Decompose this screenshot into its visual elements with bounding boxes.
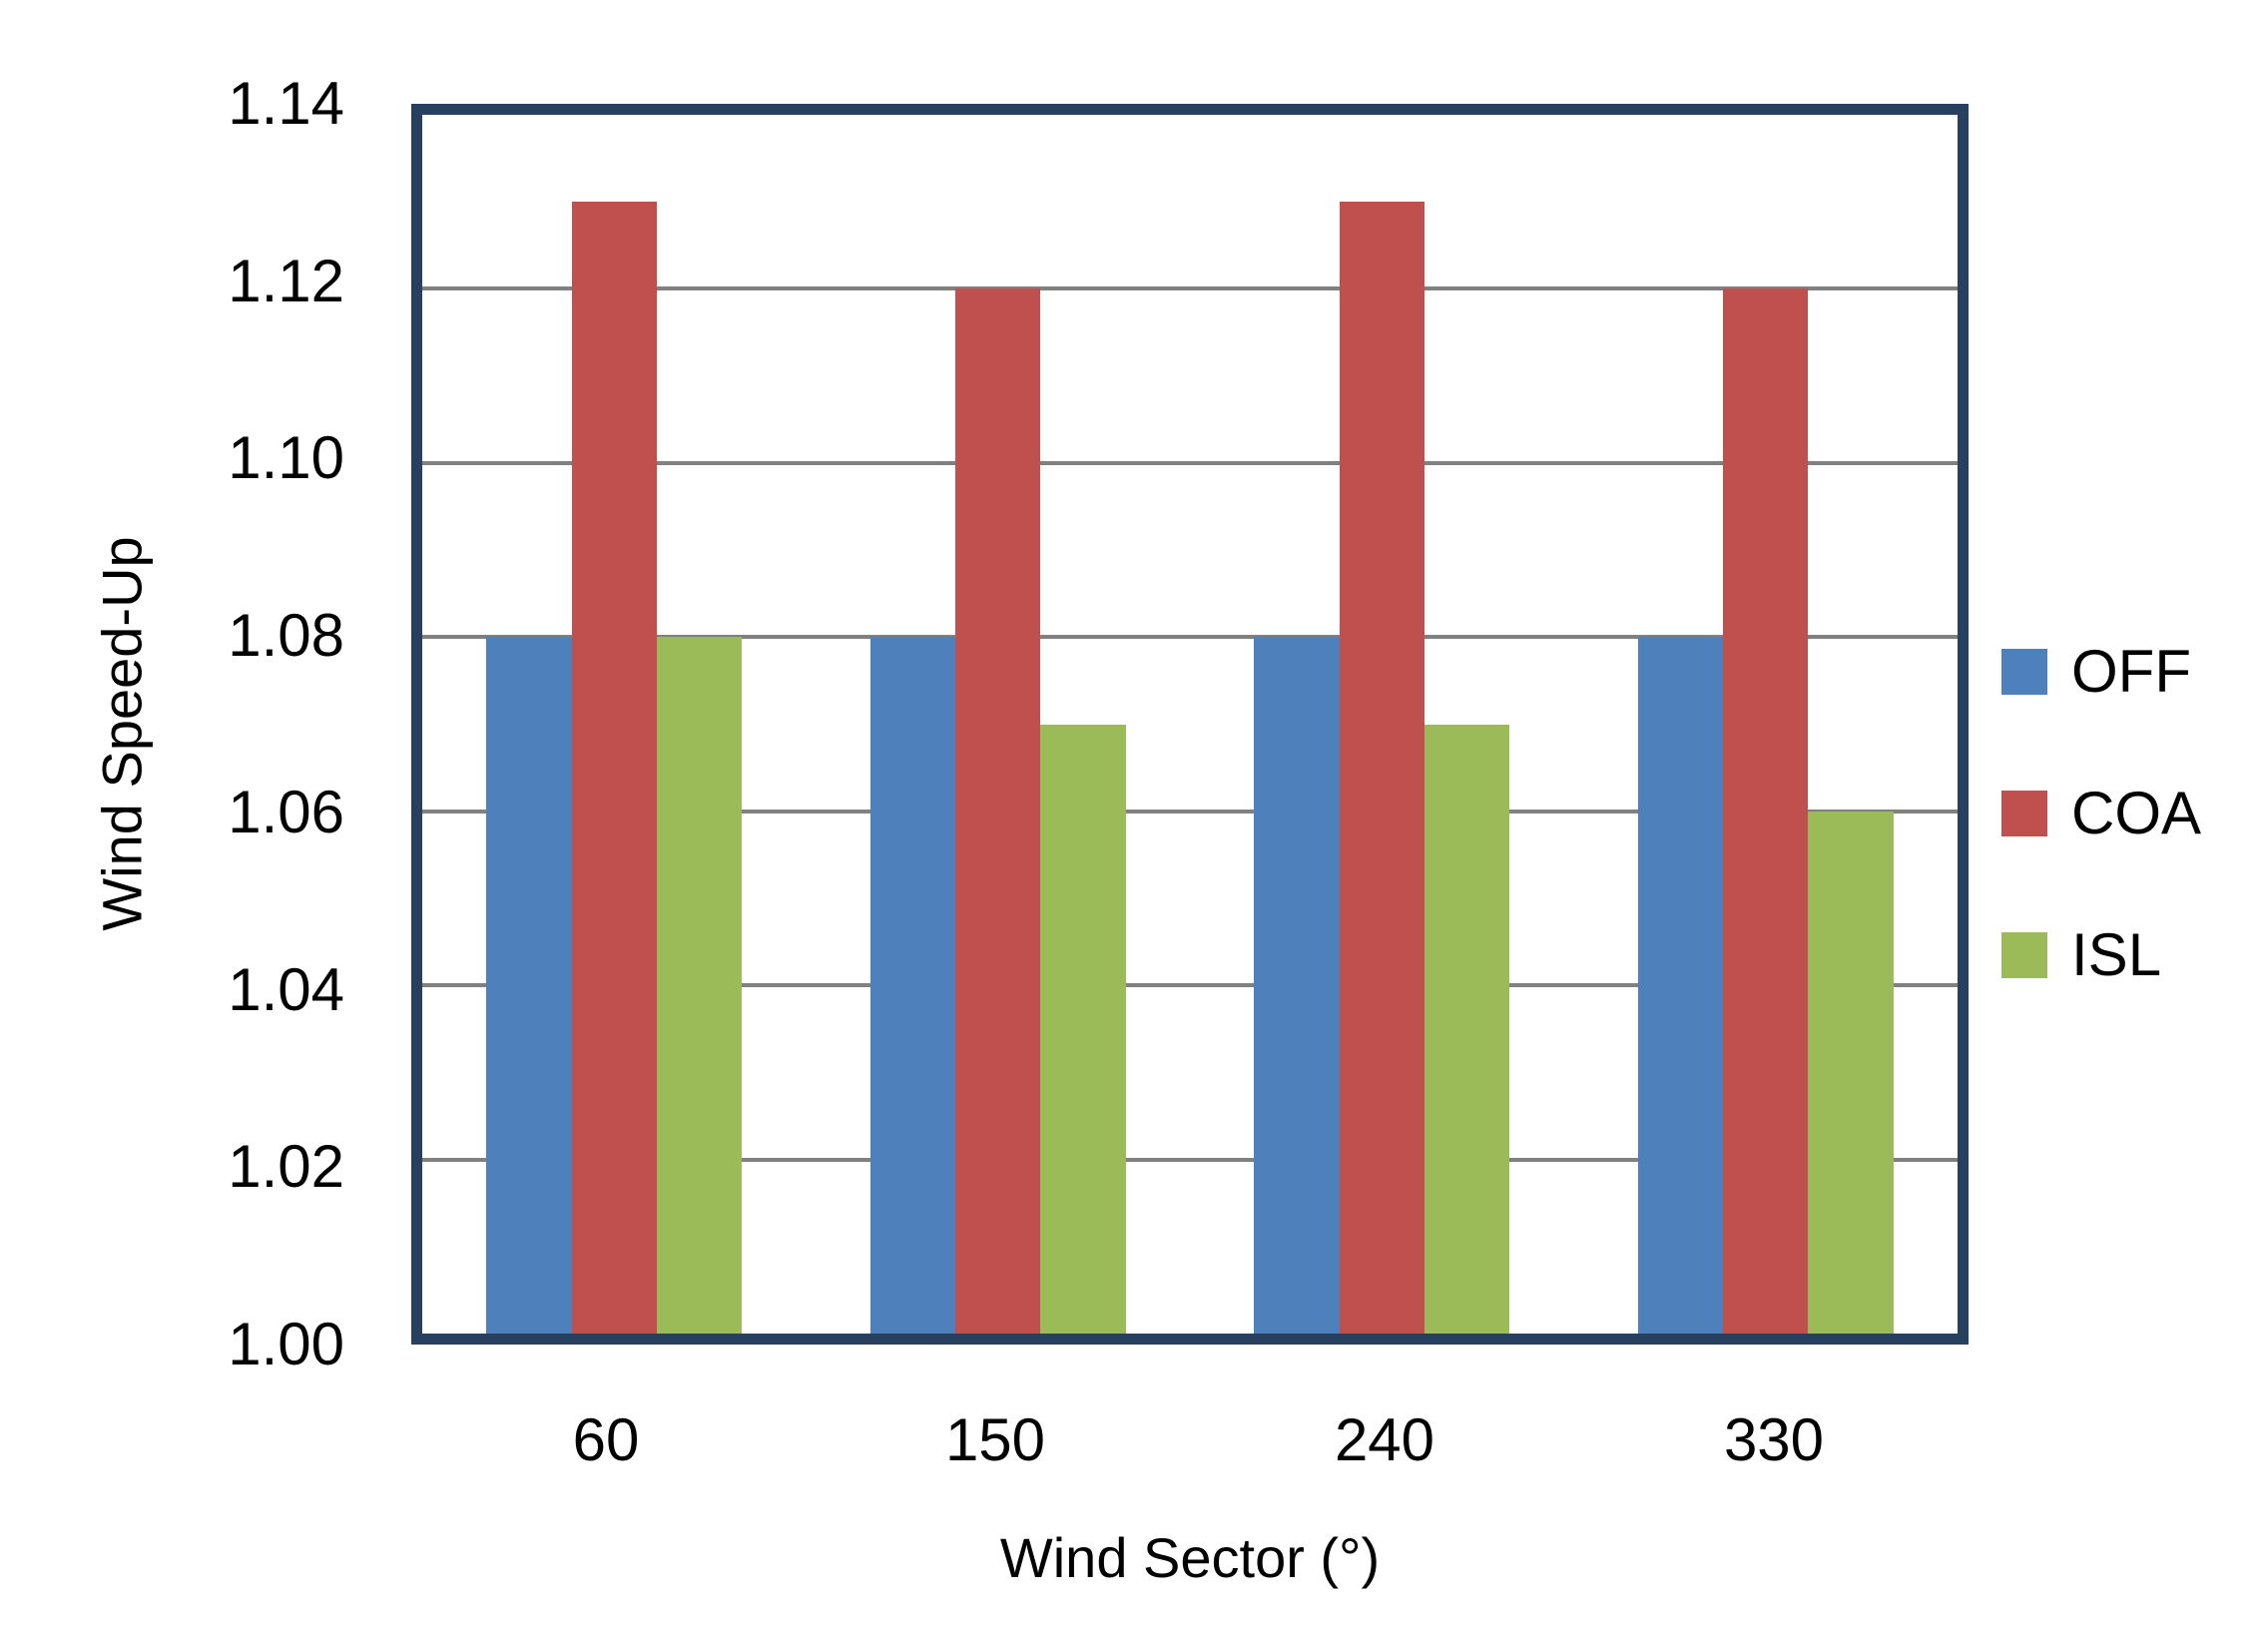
gridline — [422, 1157, 1958, 1162]
bar-group-60 — [422, 115, 807, 1334]
bar-coa-330 — [1723, 288, 1809, 1334]
gridline — [422, 809, 1958, 814]
y-tick-label-1.04: 1.04 — [228, 955, 344, 1023]
bar-off-60 — [486, 637, 572, 1334]
gridline — [422, 983, 1958, 988]
legend-label-off: OFF — [2071, 638, 2191, 705]
legend-swatch-isl — [2001, 932, 2047, 978]
bar-off-150 — [869, 637, 956, 1334]
y-tick-label-1.02: 1.02 — [228, 1133, 344, 1201]
bar-groups — [422, 115, 1958, 1334]
legend-swatch-off — [2001, 649, 2047, 695]
bar-isl-60 — [656, 637, 743, 1334]
bar-coa-240 — [1339, 202, 1424, 1334]
bar-off-330 — [1637, 637, 1724, 1334]
bar-group-150 — [807, 115, 1191, 1334]
gridline — [422, 635, 1958, 640]
x-tick-label-150: 150 — [944, 1406, 1046, 1473]
bar-coa-150 — [955, 288, 1041, 1334]
bar-isl-240 — [1423, 724, 1510, 1334]
plot-area — [411, 104, 1969, 1345]
bar-isl-150 — [1040, 724, 1126, 1334]
y-tick-label-1.14: 1.14 — [228, 70, 344, 137]
x-tick-label-330: 330 — [1723, 1406, 1825, 1473]
bar-coa-60 — [571, 202, 657, 1334]
legend-label-isl: ISL — [2071, 921, 2162, 988]
bar-isl-330 — [1808, 811, 1894, 1334]
bar-group-330 — [1574, 115, 1959, 1334]
y-tick-label-1.10: 1.10 — [228, 424, 344, 492]
legend-item-off: OFF — [2001, 637, 2191, 707]
x-tick-label-240: 240 — [1334, 1406, 1435, 1473]
gridline — [422, 460, 1958, 465]
y-axis-title: Wind Speed-Up — [90, 536, 154, 931]
x-tick-label-60: 60 — [572, 1406, 640, 1473]
legend: OFF COA ISL — [2001, 0, 2261, 1637]
y-tick-label-1.08: 1.08 — [228, 601, 344, 669]
y-tick-label-1.06: 1.06 — [228, 779, 344, 846]
legend-item-isl: ISL — [2001, 920, 2161, 990]
legend-label-coa: COA — [2071, 780, 2202, 846]
gridline — [422, 286, 1958, 291]
x-axis-title: Wind Sector (°) — [999, 1526, 1381, 1589]
y-tick-label-1.00: 1.00 — [228, 1311, 344, 1377]
y-tick-label-1.12: 1.12 — [228, 247, 344, 314]
legend-swatch-coa — [2001, 791, 2047, 836]
bar-off-240 — [1254, 637, 1340, 1334]
bar-group-240 — [1190, 115, 1574, 1334]
legend-item-coa: COA — [2001, 779, 2201, 848]
